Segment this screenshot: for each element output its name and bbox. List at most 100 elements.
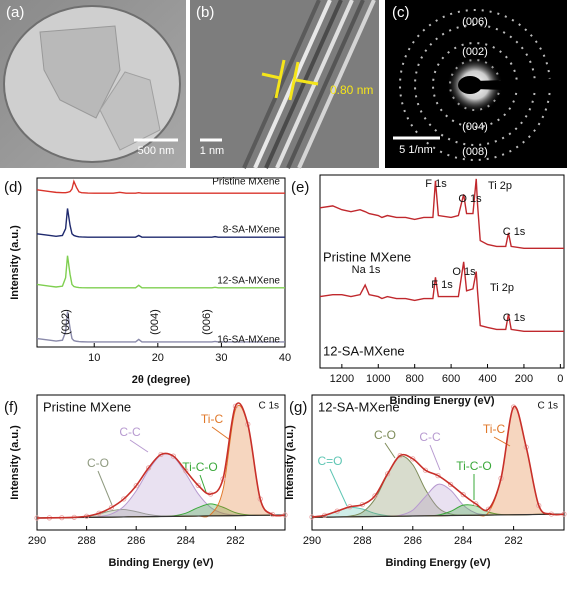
panel-label: (e) <box>291 179 309 196</box>
background-line <box>311 513 565 518</box>
series-label: 16-SA-MXene <box>217 335 280 346</box>
label-leader <box>493 436 511 447</box>
data-point <box>460 492 466 498</box>
component-label: Ti-C-O <box>182 460 218 474</box>
data-point <box>133 483 139 489</box>
x-tick-label: 10 <box>88 352 100 364</box>
x-tick-label: 286 <box>404 535 422 547</box>
x-axis-label: Binding Energy (eV) <box>385 557 490 569</box>
component-label: Ti-C <box>483 422 506 436</box>
data-point <box>183 468 189 474</box>
component-label: C-C <box>419 430 441 444</box>
panel-subtitle: C 1s <box>258 401 279 412</box>
peak-label: (006) <box>201 309 213 335</box>
plot-frame <box>36 177 286 348</box>
series-line <box>36 255 285 289</box>
panel-label: (b) <box>196 4 214 21</box>
x-tick-label: 284 <box>454 535 472 547</box>
y-axis-label: Intensity (a.u.) <box>9 425 21 500</box>
fit-envelope <box>36 402 286 519</box>
component-label: C-O <box>87 456 109 470</box>
panel-label: (g) <box>289 399 307 416</box>
x-tick-label: 290 <box>303 535 321 547</box>
series-line <box>36 179 285 194</box>
diffraction-label: (002) <box>462 46 488 58</box>
y-axis-label: Intensity (a.u.) <box>9 225 21 300</box>
x-tick-label: 290 <box>28 535 46 547</box>
scale-bar-label: 1 nm <box>200 145 224 157</box>
data-point <box>384 471 391 477</box>
series-label: 8-SA-MXene <box>223 225 281 236</box>
x-tick-label: 282 <box>504 535 522 547</box>
label-leader <box>429 444 441 471</box>
data-point <box>473 501 479 507</box>
peak-label: F 1s <box>425 178 447 190</box>
data-point <box>435 473 441 479</box>
plot-frame <box>311 394 565 531</box>
peak-label: (004) <box>149 309 161 335</box>
peak-label: C 1s <box>503 226 526 238</box>
label-leader <box>329 468 348 507</box>
label-leader <box>384 442 396 459</box>
scale-bar-label: 5 1/nm <box>399 144 433 156</box>
peak-label: (002) <box>60 309 72 335</box>
panel-label: (d) <box>4 179 22 196</box>
component-label: C-O <box>374 428 396 442</box>
component-label: C=O <box>317 454 342 468</box>
x-tick-label: 1000 <box>366 373 390 385</box>
series-line <box>319 261 564 333</box>
peak-label: O 1s <box>458 193 482 205</box>
component-label: C-C <box>119 425 141 439</box>
x-tick-label: 1200 <box>330 373 354 385</box>
x-axis-label: Binding Energy (eV) <box>389 395 494 407</box>
series-label: Pristine MXene <box>212 177 280 188</box>
image-c: (c) 5 1/nm (006) (002) (004) (008) <box>385 0 567 168</box>
x-axis-label: Binding Energy (eV) <box>108 557 213 569</box>
data-point <box>108 504 115 511</box>
label-leader <box>199 474 207 493</box>
data-point <box>170 453 176 459</box>
data-point <box>485 506 491 512</box>
label-leader <box>211 426 231 441</box>
peak-label: Ti 2p <box>488 180 512 192</box>
component-label: Ti-C <box>201 412 224 426</box>
data-point <box>269 511 276 518</box>
y-axis-label: Intensity (a.u.) <box>284 425 296 500</box>
x-tick-label: 286 <box>127 535 145 547</box>
data-point <box>410 456 416 462</box>
series-label: 12-SA-MXene <box>323 343 405 358</box>
data-point <box>195 482 201 488</box>
x-tick-label: 284 <box>177 535 195 547</box>
x-tick-label: 600 <box>442 373 460 385</box>
x-tick-label: 288 <box>77 535 95 547</box>
diffraction-label: (008) <box>462 146 488 158</box>
diffraction-label: (006) <box>462 16 488 28</box>
x-tick-label: 282 <box>226 535 244 547</box>
panel-label: (f) <box>4 399 18 416</box>
x-tick-label: 400 <box>478 373 496 385</box>
data-point <box>372 493 378 499</box>
series-label: 12-SA-MXene <box>217 276 280 287</box>
peak-label: O 1s <box>452 266 476 278</box>
x-tick-label: 20 <box>152 352 164 364</box>
panel-title: 12-SA-MXene <box>318 399 400 414</box>
spacing-label: 0.80 nm <box>330 83 373 97</box>
x-tick-label: 200 <box>515 373 533 385</box>
data-point <box>447 481 454 488</box>
data-point <box>121 496 127 502</box>
label-leader <box>97 470 113 506</box>
plot-frame <box>36 394 286 531</box>
image-b: (b) 1 nm 0.80 nm <box>190 0 379 169</box>
peak-label: Na 1s <box>352 264 381 276</box>
scale-bar-label: 500 nm <box>138 145 175 157</box>
fit-envelope <box>311 405 565 518</box>
image-a: (a) 500 nm <box>0 0 186 168</box>
series-line <box>36 311 285 343</box>
data-point <box>146 465 152 471</box>
peak-label: Ti 2p <box>490 282 514 294</box>
label-leader <box>129 439 149 453</box>
diffraction-label: (004) <box>462 121 488 133</box>
panel-title: Pristine MXene <box>43 399 131 414</box>
panel-subtitle: C 1s <box>537 401 558 412</box>
